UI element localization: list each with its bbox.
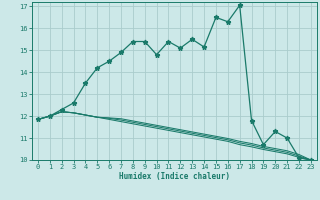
X-axis label: Humidex (Indice chaleur): Humidex (Indice chaleur) xyxy=(119,172,230,181)
